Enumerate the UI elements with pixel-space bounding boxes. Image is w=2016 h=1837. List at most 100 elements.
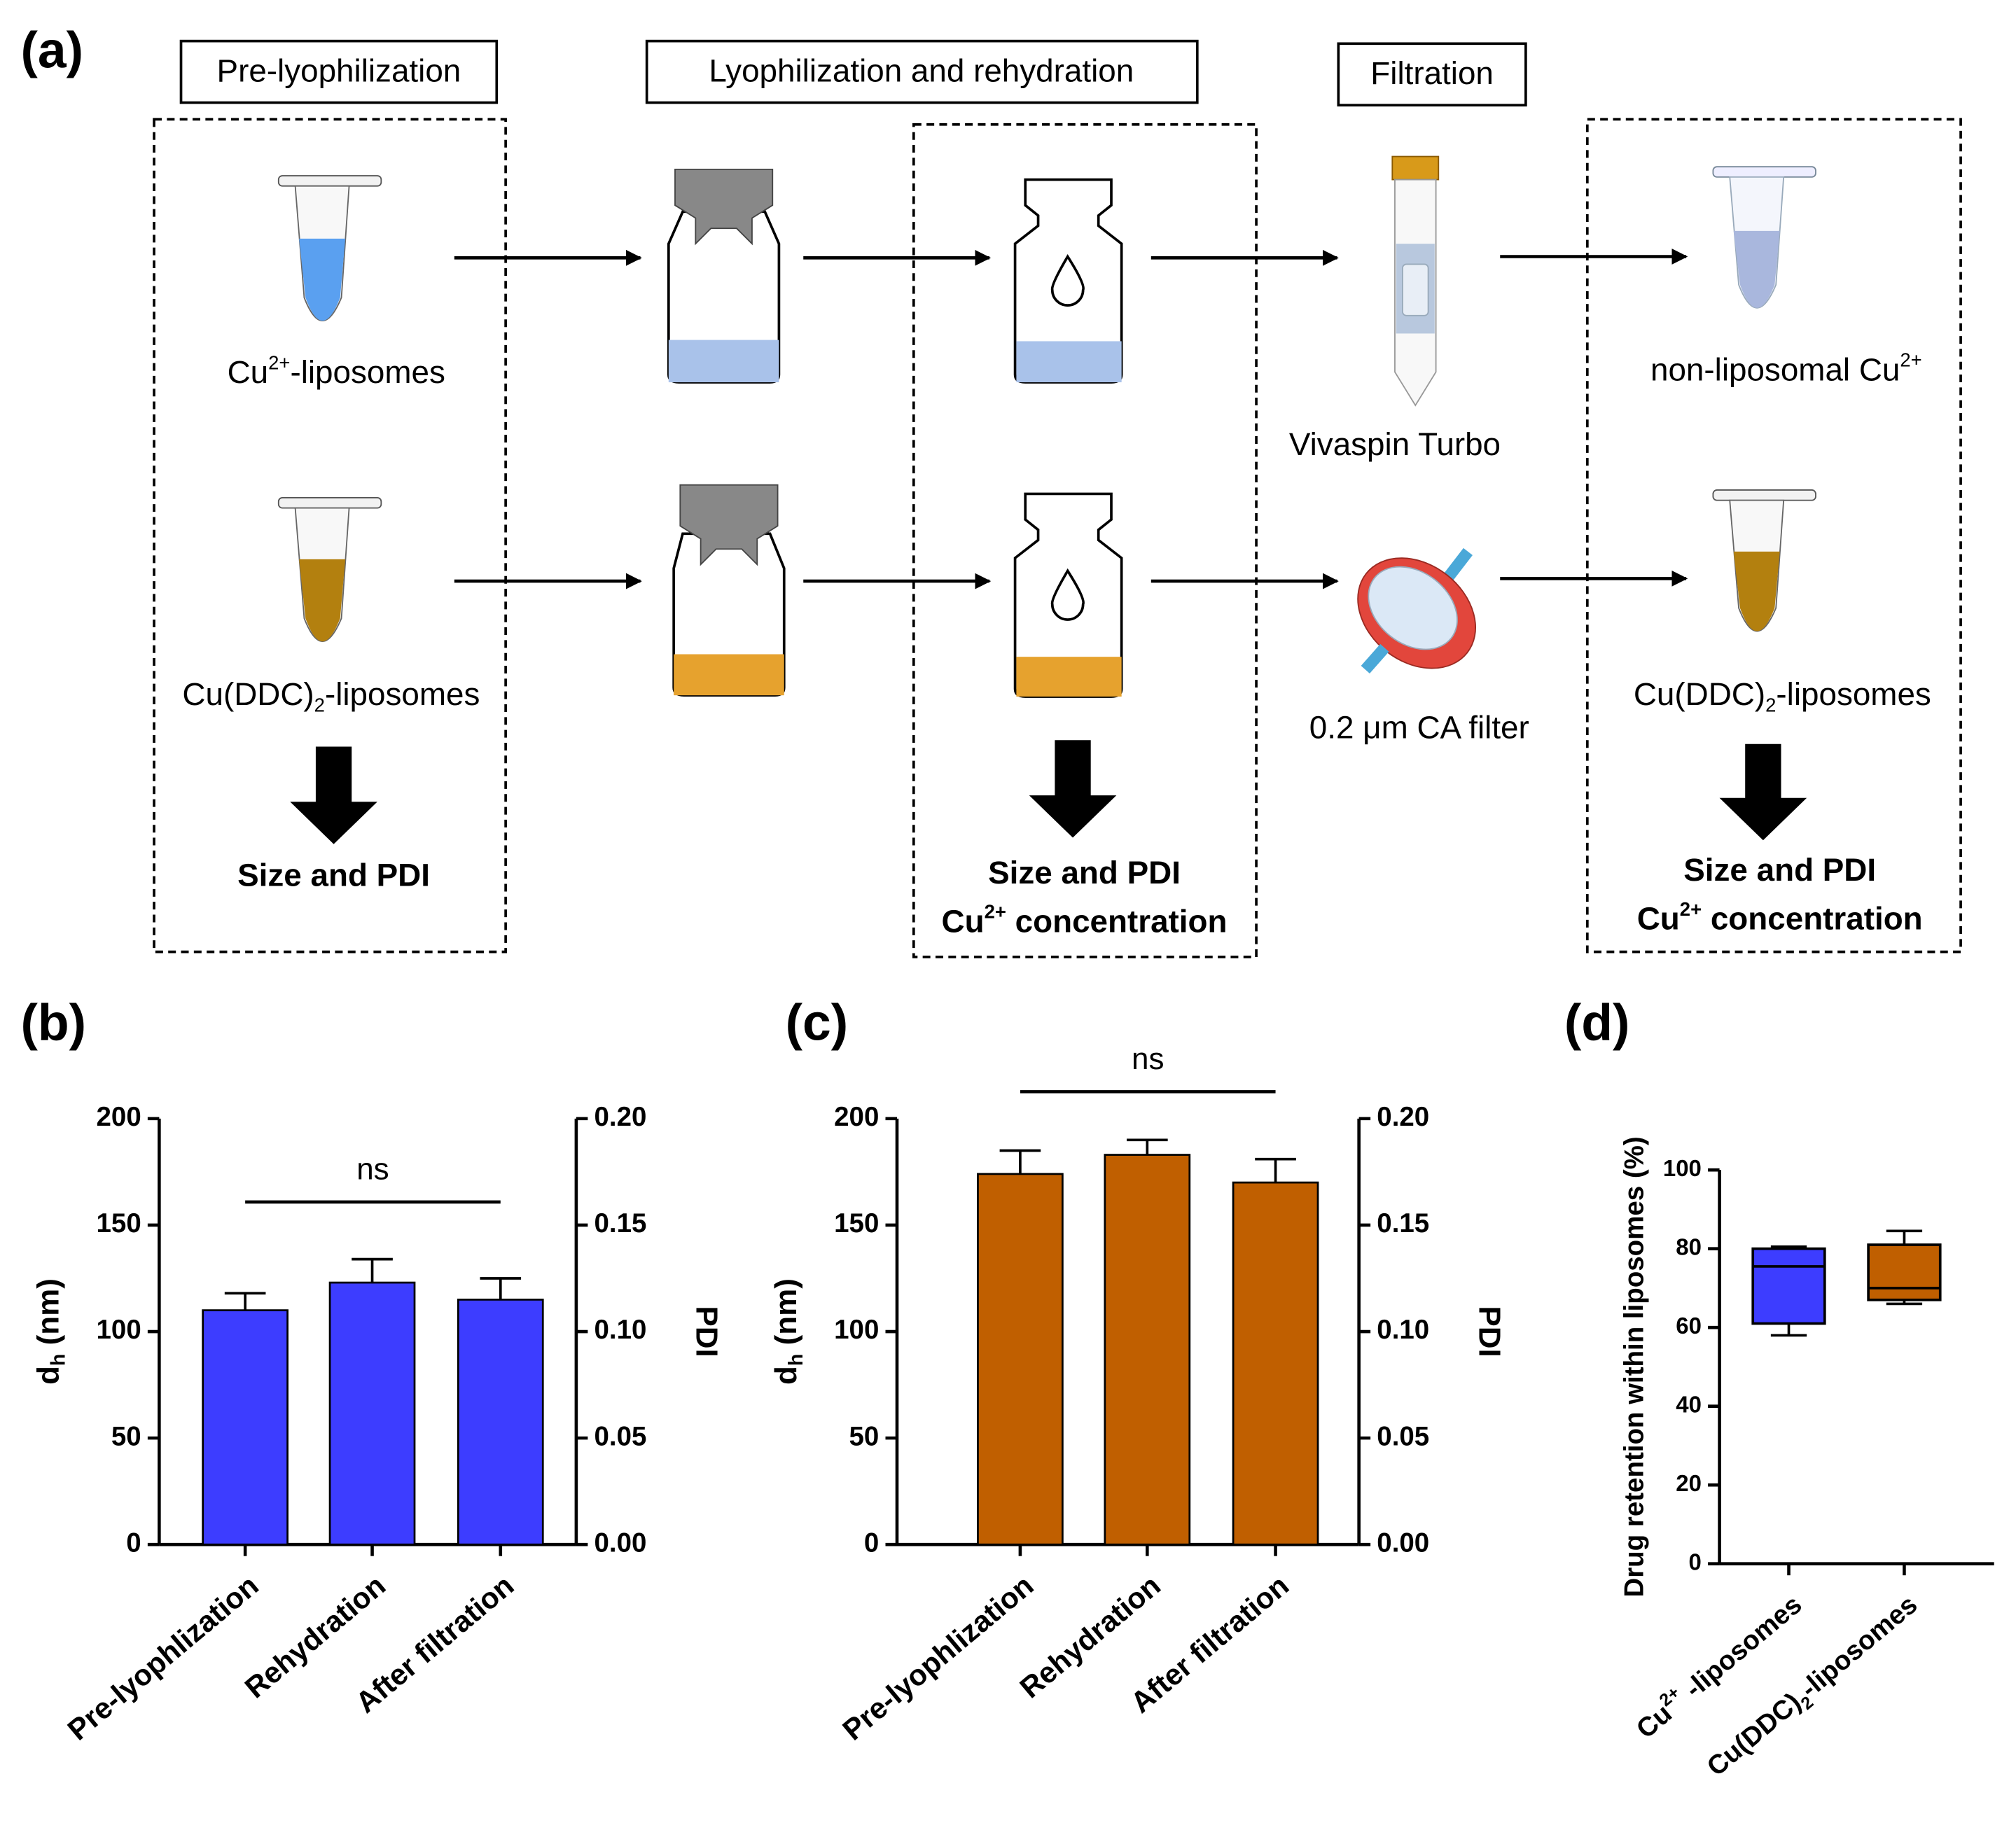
y-tick-label: 20: [1676, 1470, 1702, 1496]
panel-label: (d): [1564, 993, 1630, 1051]
label-sup: 2+: [268, 352, 290, 374]
label-part: concentration: [1702, 901, 1923, 937]
header-box: [1337, 42, 1527, 107]
label-sup: 2+: [1680, 898, 1702, 920]
box: [1867, 1243, 1942, 1301]
bar: [1232, 1181, 1319, 1546]
y-tick-label: 0: [864, 1528, 879, 1558]
y-axis-label: Drug retention within liposomes (%): [1620, 1136, 1650, 1597]
y2-tick-label: 0.00: [595, 1528, 647, 1558]
label-part: -liposomes: [1795, 1589, 1923, 1703]
label-part: concentration: [1006, 903, 1228, 939]
y-axis-label: dh (nm): [31, 1278, 69, 1385]
label-part: h: [785, 1354, 807, 1366]
y-tick-label: 100: [834, 1315, 879, 1345]
output: Cu2+ concentration: [1637, 898, 1923, 936]
header-box: [179, 39, 499, 104]
arrows: [290, 249, 1807, 844]
bar: [457, 1299, 544, 1546]
header-box: [645, 39, 1199, 104]
y-tick-label: 100: [1663, 1155, 1702, 1181]
y-tick-label: 150: [834, 1208, 879, 1238]
header: Pre-lyophilization: [217, 53, 461, 89]
vial-open: [1013, 178, 1123, 698]
output: Size and PDI: [237, 857, 430, 893]
label-sub: 2: [314, 694, 325, 716]
header: Filtration: [1370, 55, 1494, 91]
label: Cu2+-liposomes: [228, 352, 445, 390]
output: Cu2+ concentration: [942, 901, 1228, 939]
label-part: Cu: [942, 903, 985, 939]
x-tick-label: Pre-lyophlization: [62, 1569, 265, 1747]
tube-brown: [277, 497, 382, 642]
y-tick-label: 0: [1689, 1549, 1702, 1574]
x-tick-label: Pre-lyophlization: [836, 1569, 1039, 1747]
label-part: h: [47, 1354, 69, 1366]
label-part: non-liposomal Cu: [1650, 351, 1900, 387]
panel-label: (b): [20, 993, 86, 1051]
y-tick-label: 50: [849, 1421, 880, 1451]
header: Lyophilization and rehydration: [709, 53, 1134, 89]
tube-blue: [277, 175, 382, 321]
output: Size and PDI: [1683, 852, 1876, 888]
y2-tick-label: 0.05: [595, 1421, 647, 1451]
x-tick-label: Cu(DDC)2-liposomes: [1702, 1589, 1926, 1785]
y-tick-label: 200: [834, 1102, 879, 1132]
label: Vivaspin Turbo: [1289, 426, 1501, 462]
y-tick-label: 50: [111, 1421, 141, 1451]
vial-stopper: [667, 168, 786, 697]
label-part: Cu(DDC): [1634, 676, 1765, 712]
label-part: (nm): [769, 1278, 803, 1353]
label-sup: 2+: [985, 901, 1006, 923]
significance-label: ns: [1132, 1042, 1164, 1076]
y2-tick-label: 0.15: [1377, 1208, 1429, 1238]
bar: [1104, 1154, 1191, 1546]
y2-axis-label: PDI: [1472, 1306, 1506, 1357]
tube-pale: [1712, 166, 1816, 309]
label: 0.2 μm CA filter: [1309, 710, 1529, 746]
y2-tick-label: 0.20: [1377, 1102, 1429, 1132]
dashed-group: [153, 118, 507, 954]
dashed-group: [912, 123, 1258, 958]
y-tick-label: 60: [1676, 1313, 1702, 1339]
y-axis-label: dh (nm): [769, 1278, 807, 1385]
label-part: d: [769, 1366, 803, 1385]
y2-tick-label: 0.10: [595, 1315, 647, 1345]
y-tick-label: 40: [1676, 1391, 1702, 1417]
label-part: (nm): [31, 1278, 65, 1353]
y-tick-label: 100: [97, 1315, 141, 1345]
output: Size and PDI: [988, 855, 1181, 890]
significance-label: ns: [356, 1152, 389, 1187]
panel-label: (c): [786, 993, 849, 1051]
label-part: -liposomes: [290, 354, 445, 390]
box: [1751, 1247, 1826, 1325]
y2-tick-label: 0.20: [595, 1102, 647, 1132]
tube-brown-2: [1712, 489, 1816, 632]
y-tick-label: 150: [97, 1208, 141, 1238]
panel-label: (a): [20, 21, 83, 78]
label: Cu(DDC)2-liposomes: [1634, 676, 1931, 716]
y2-axis-label: PDI: [690, 1306, 724, 1357]
bar: [202, 1309, 289, 1546]
label: non-liposomal Cu2+: [1650, 349, 1922, 387]
y-tick-label: 80: [1676, 1234, 1702, 1259]
dashed-group: [1585, 118, 1962, 954]
label-part: Cu(DDC): [182, 676, 314, 712]
label-part: Cu: [228, 354, 269, 390]
y2-tick-label: 0.00: [1377, 1528, 1429, 1558]
y-tick-label: 0: [126, 1528, 141, 1558]
label: Cu(DDC)2-liposomes: [182, 676, 480, 716]
y2-tick-label: 0.15: [595, 1208, 647, 1238]
label-part: Cu: [1637, 901, 1680, 937]
label-part: Cu(DDC): [1702, 1687, 1807, 1782]
bar: [328, 1281, 416, 1546]
y2-tick-label: 0.10: [1377, 1315, 1429, 1345]
syringe-filter: [1357, 547, 1477, 673]
vivaspin: [1391, 155, 1440, 407]
y2-tick-label: 0.05: [1377, 1421, 1429, 1451]
label-part: -liposomes: [1776, 676, 1931, 712]
panel-a: Pre-lyophilization Lyophilization and re…: [153, 39, 1962, 958]
bar: [977, 1173, 1064, 1546]
y-tick-label: 200: [97, 1102, 141, 1132]
